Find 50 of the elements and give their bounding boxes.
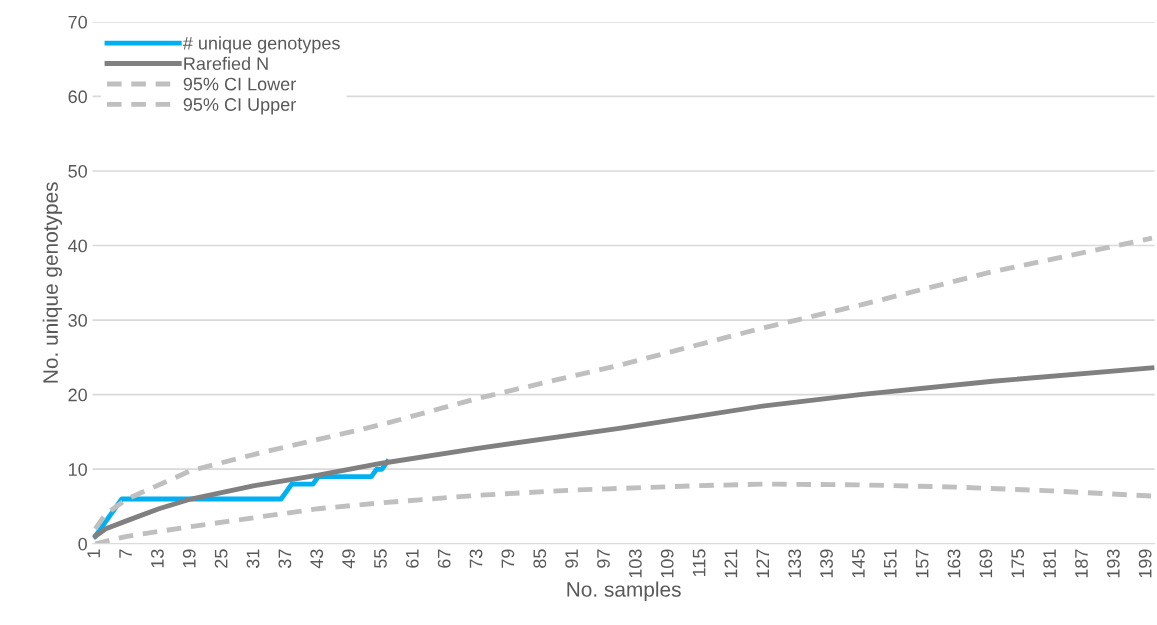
x-tick-label: 181 (1043, 549, 1056, 578)
x-tick-label: 31 (246, 549, 260, 568)
y-tick-label: 70 (68, 15, 87, 29)
x-tick-label: 157 (915, 549, 929, 578)
y-tick-label: 20 (68, 388, 87, 402)
x-tick-label: 43 (310, 549, 324, 569)
legend-label: 95% CI Upper (183, 98, 296, 115)
x-tick-label: 85 (533, 549, 547, 568)
x-tick-label: 193 (1106, 549, 1120, 578)
x-tick-label: 133 (788, 549, 802, 578)
x-tick-label: 13 (151, 549, 164, 568)
y-tick-label: 50 (68, 164, 87, 178)
x-tick-label: 175 (1011, 549, 1025, 578)
x-tick-label: 61 (405, 549, 419, 568)
x-tick-label: 169 (979, 549, 993, 578)
x-tick-label: 109 (660, 549, 674, 578)
x-tick-label: 103 (628, 549, 642, 578)
x-tick-label: 97 (597, 549, 610, 568)
x-tick-label: 145 (852, 549, 865, 578)
x-tick-label: 37 (278, 549, 292, 568)
x-axis-title: No. samples (567, 581, 681, 601)
x-tick-label: 139 (820, 549, 833, 578)
x-tick-label: 163 (947, 549, 961, 578)
line-series (92, 235, 1155, 532)
y-tick-label: 40 (68, 239, 87, 253)
x-tick-label: 115 (692, 549, 706, 577)
x-tick-label: 49 (342, 549, 355, 569)
x-tick-label: 67 (437, 549, 451, 568)
x-tick-label: 1 (87, 549, 100, 558)
x-tick-label: 187 (1075, 549, 1088, 578)
legend-label: Rarefied N (184, 56, 268, 71)
x-tick-label: 121 (724, 549, 738, 578)
y-tick-label: 0 (78, 537, 87, 551)
x-tick-label: 127 (756, 549, 770, 578)
legend-label: # unique genotypes (182, 36, 340, 54)
x-tick-label: 19 (182, 549, 196, 568)
x-tick-label: 91 (565, 549, 579, 568)
x-tick-label: 55 (374, 549, 387, 568)
legend-label: 95% CI Lower (183, 77, 296, 91)
x-tick-label: 73 (469, 549, 483, 568)
line-series (92, 365, 1155, 539)
x-tick-label: 7 (119, 549, 132, 558)
y-tick-label: 30 (68, 314, 87, 327)
x-tick-label: 151 (884, 549, 897, 578)
y-axis-title: No. unique genotypes (42, 182, 63, 383)
x-tick-label: 79 (501, 549, 515, 568)
x-tick-label: 25 (214, 549, 228, 568)
x-tick-label: 199 (1138, 549, 1152, 578)
y-tick-label: 10 (68, 463, 87, 476)
y-tick-label: 60 (68, 90, 87, 104)
